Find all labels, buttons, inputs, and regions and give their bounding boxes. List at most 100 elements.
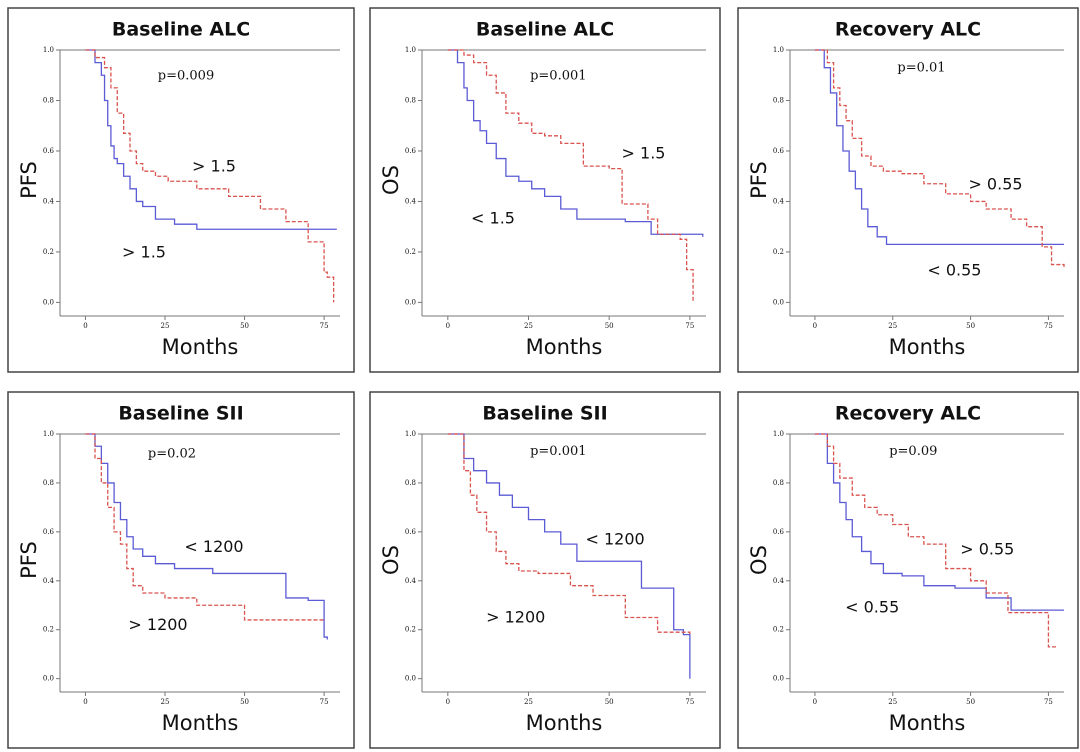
survival-curve [447,49,704,237]
y-axis-label: OS [379,165,403,195]
y-axis-label: OS [379,545,403,575]
x-tick-label: 50 [966,322,975,330]
y-tick-label: 0.8 [773,479,784,487]
annotation: > 1200 [128,615,187,634]
x-tick-label: 0 [83,698,87,706]
panel-border [737,391,1079,749]
annotation: > 1200 [486,607,545,626]
annotation: > 0.55 [960,539,1014,558]
y-tick-label: 1.0 [43,430,54,438]
y-tick-label: 0.4 [405,577,417,585]
survival-curve [85,433,328,640]
panel: Baseline ALC 0.0 0.2 0.4 0.6 0.8 1.0 0 25 50 75 Mon… [7,7,355,373]
y-tick-label: 0.0 [773,298,784,306]
survival-curve [85,49,337,230]
panel: Baseline ALC 0.0 0.2 0.4 0.6 0.8 1.0 0 25 50 75 Mon… [369,7,721,373]
y-axis-label: PFS [17,541,41,579]
y-tick-label: 0.2 [43,248,54,256]
panel: Recovery ALC 0.0 0.2 0.4 0.6 0.8 1.0 0 25 50 75 Mon… [737,391,1079,749]
chart-title: Recovery ALC [835,403,981,425]
y-tick-label: 0.8 [773,96,784,104]
annotation: < 1200 [586,529,645,548]
x-tick-label: 25 [524,322,533,330]
survival-curve [85,433,325,621]
panel-border [369,391,721,749]
y-tick-label: 0.0 [43,675,54,683]
annotation: p=0.09 [889,444,937,459]
y-tick-label: 0.4 [43,197,55,205]
survival-curve [814,433,1058,648]
x-axis-label: Months [889,711,966,735]
x-tick-label: 0 [83,322,87,330]
survival-curve [85,49,335,303]
y-tick-label: 0.8 [43,479,54,487]
y-tick-label: 0.4 [773,197,785,205]
y-axis-label: PFS [747,161,771,199]
y-tick-label: 0.6 [43,147,55,155]
x-tick-label: 25 [888,322,897,330]
y-tick-label: 0.0 [405,675,416,683]
chart-title: Baseline SII [482,403,607,425]
survival-curve [447,433,691,635]
annotation: > 0.55 [968,175,1022,194]
annotation: < 0.55 [845,597,899,616]
annotation: p=0.001 [530,69,586,84]
x-tick-label: 75 [320,322,329,330]
chart-title: Recovery ALC [835,19,981,41]
y-tick-label: 1.0 [43,46,54,54]
y-tick-label: 0.4 [405,197,417,205]
x-tick-label: 50 [605,698,614,706]
panel: Baseline SII 0.0 0.2 0.4 0.6 0.8 1.0 0 25 50 75 Mon… [369,391,721,749]
y-tick-label: 0.6 [405,528,417,536]
x-tick-label: 0 [446,322,450,330]
annotation: < 1.5 [471,209,515,228]
x-tick-label: 25 [161,322,170,330]
x-tick-label: 25 [161,698,170,706]
annotation: < 1200 [184,537,243,556]
annotation: p=0.001 [530,444,586,459]
y-tick-label: 0.4 [773,577,785,585]
annotation: > 1.5 [192,157,236,176]
x-tick-label: 50 [966,698,975,706]
y-axis-label: PFS [17,161,41,199]
x-tick-label: 50 [240,698,249,706]
x-tick-label: 25 [888,698,897,706]
x-axis-label: Months [162,335,239,359]
panel-border [369,7,721,373]
x-tick-label: 25 [524,698,533,706]
y-tick-label: 0.2 [773,626,784,634]
survival-curve [814,49,1065,268]
y-tick-label: 1.0 [773,46,784,54]
survival-curve [814,433,1064,611]
y-tick-label: 0.0 [405,298,416,306]
y-tick-label: 1.0 [405,46,416,54]
x-tick-label: 75 [1044,322,1053,330]
panel-border [7,7,355,373]
annotation: p=0.009 [158,69,214,84]
x-axis-label: Months [889,335,966,359]
y-tick-label: 0.2 [405,248,416,256]
x-tick-label: 75 [685,698,694,706]
x-tick-label: 0 [813,698,817,706]
y-tick-label: 0.0 [43,298,54,306]
annotation: p=0.01 [897,61,945,76]
y-tick-label: 0.6 [773,147,785,155]
y-tick-label: 0.8 [405,479,416,487]
x-axis-label: Months [162,711,239,735]
annotation: < 0.55 [927,261,981,280]
y-tick-label: 0.8 [43,96,54,104]
x-tick-label: 50 [605,322,614,330]
y-axis-label: OS [747,545,771,575]
x-tick-label: 75 [1044,698,1053,706]
y-tick-label: 0.2 [773,248,784,256]
annotation: > 1.5 [122,242,166,261]
x-tick-label: 50 [240,322,249,330]
y-tick-label: 0.4 [43,577,55,585]
x-axis-label: Months [526,335,603,359]
y-tick-label: 0.2 [43,626,54,634]
y-tick-label: 0.6 [405,147,417,155]
chart-title: Baseline ALC [112,19,250,41]
x-tick-label: 75 [685,322,694,330]
survival-curve [447,433,691,679]
